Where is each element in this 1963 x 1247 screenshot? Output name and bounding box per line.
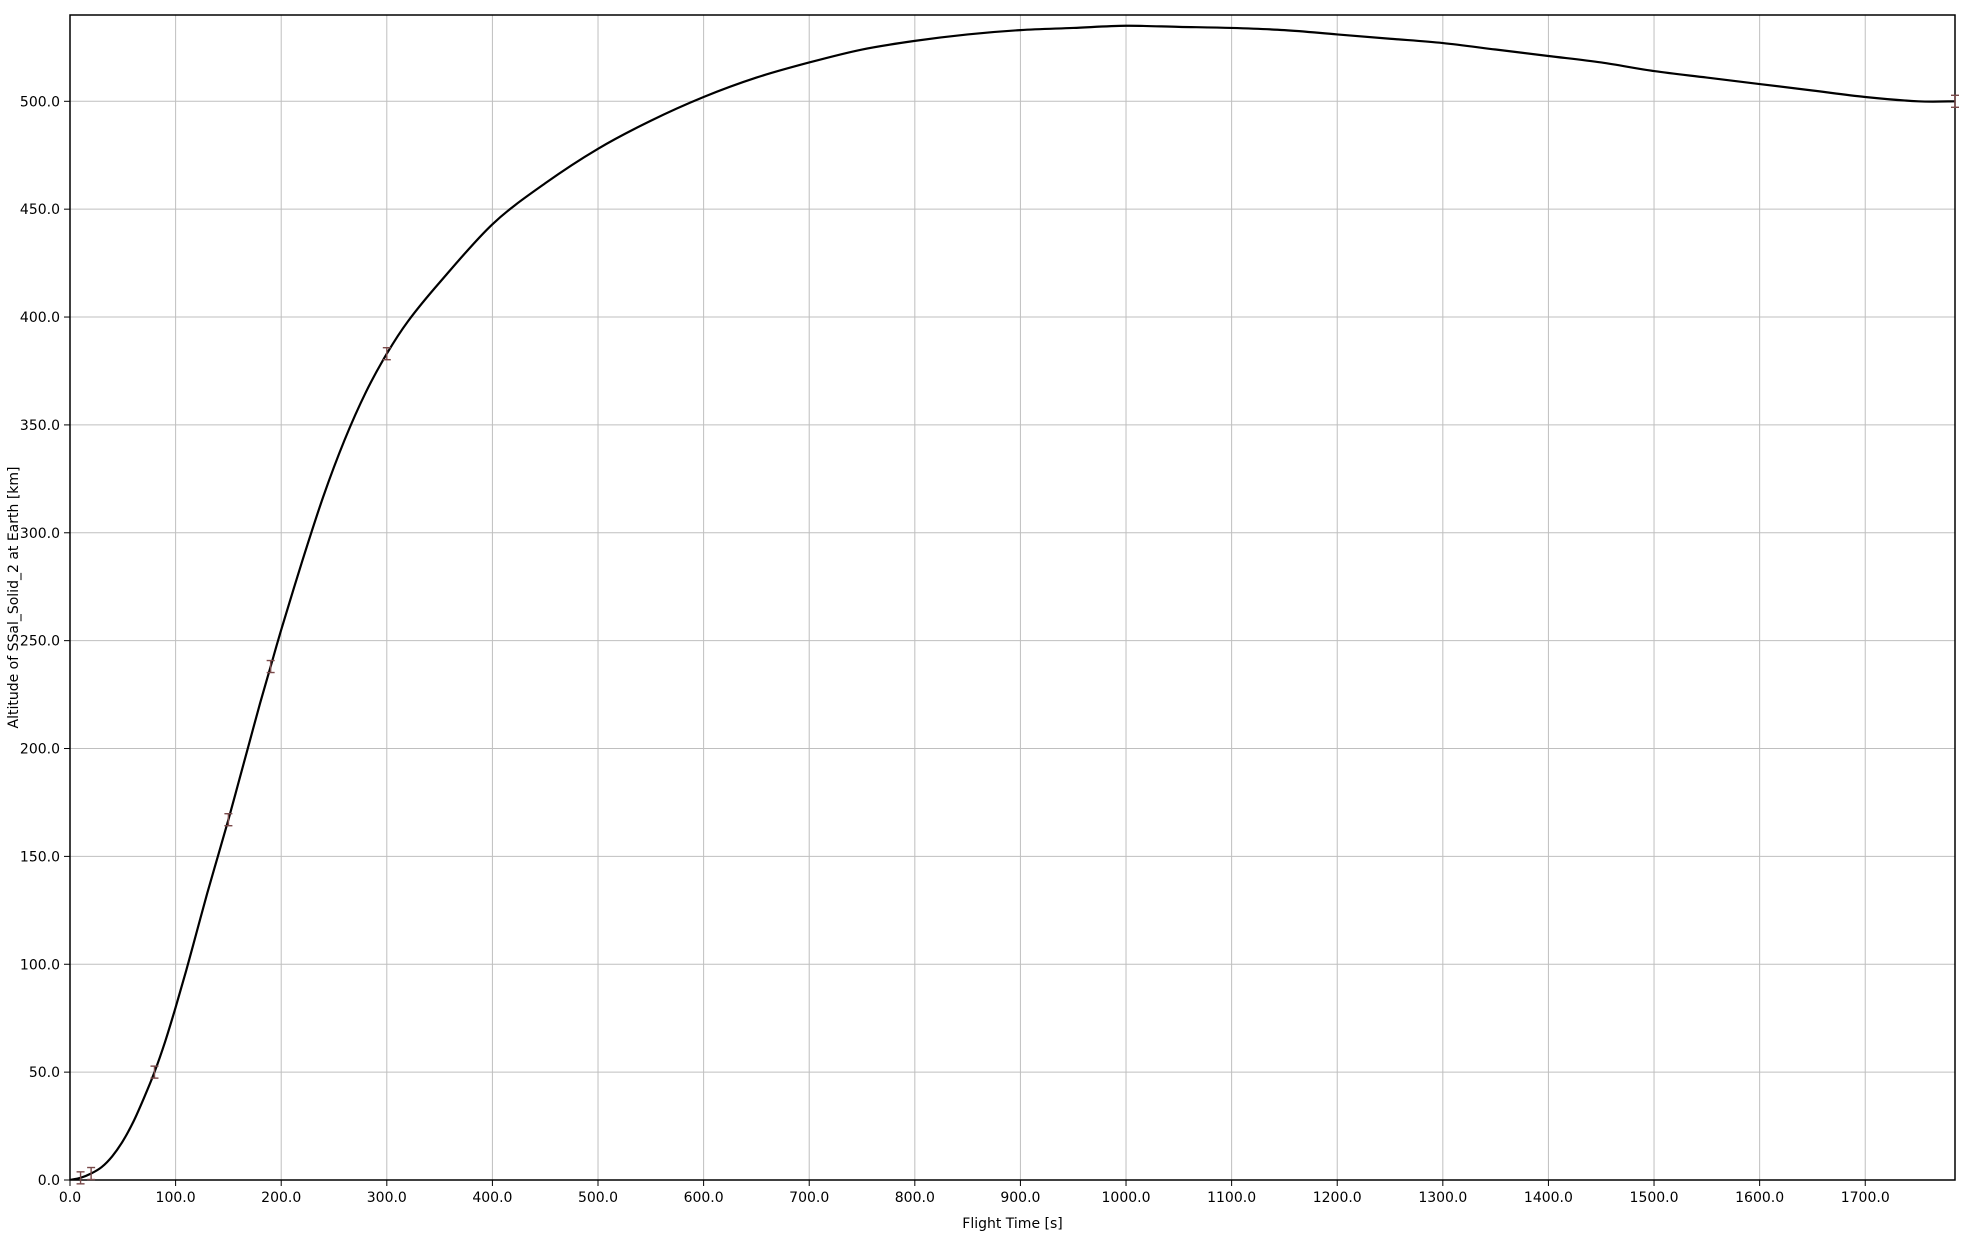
y-tick-label: 500.0	[20, 94, 60, 110]
x-tick-label: 400.0	[472, 1190, 512, 1206]
x-tick-label: 1500.0	[1630, 1190, 1679, 1206]
y-tick-label: 150.0	[20, 849, 60, 865]
y-tick-label: 350.0	[20, 418, 60, 434]
x-tick-label: 900.0	[1000, 1190, 1040, 1206]
altitude-chart: 0.0 100.0 200.0 300.0 400.0 500.0 600.0 700.0 80…	[0, 0, 1963, 1247]
x-tick-label: 200.0	[261, 1190, 301, 1206]
y-tick-label: 300.0	[20, 526, 60, 542]
x-tick-label: 1300.0	[1418, 1190, 1467, 1206]
x-tick-label: 1400.0	[1524, 1190, 1573, 1206]
y-tick-label: 100.0	[20, 957, 60, 973]
x-tick-label: 1100.0	[1207, 1190, 1256, 1206]
x-tick-label: 800.0	[895, 1190, 935, 1206]
x-tick-label: 500.0	[578, 1190, 618, 1206]
y-tick-label: 450.0	[20, 202, 60, 218]
x-tick-label: 300.0	[367, 1190, 407, 1206]
x-tick-label: 0.0	[59, 1190, 81, 1206]
y-tick-label: 250.0	[20, 634, 60, 650]
x-tick-label: 600.0	[684, 1190, 724, 1206]
chart-container: 0.0 100.0 200.0 300.0 400.0 500.0 600.0 700.0 80…	[0, 0, 1963, 1247]
x-tick-label: 1700.0	[1841, 1190, 1890, 1206]
y-tick-label: 0.0	[38, 1173, 60, 1189]
x-tick-label: 700.0	[789, 1190, 829, 1206]
x-tick-label: 100.0	[156, 1190, 196, 1206]
y-tick-label: 200.0	[20, 742, 60, 758]
y-tick-label: 400.0	[20, 310, 60, 326]
x-tick-label: 1600.0	[1735, 1190, 1784, 1206]
x-tick-label: 1200.0	[1313, 1190, 1362, 1206]
y-axis-label: Altitude of SSal_Solid_2 at Earth [km]	[6, 466, 22, 728]
x-axis-label: Flight Time [s]	[962, 1216, 1062, 1232]
x-tick-label: 1000.0	[1102, 1190, 1151, 1206]
y-tick-label: 50.0	[29, 1065, 60, 1081]
